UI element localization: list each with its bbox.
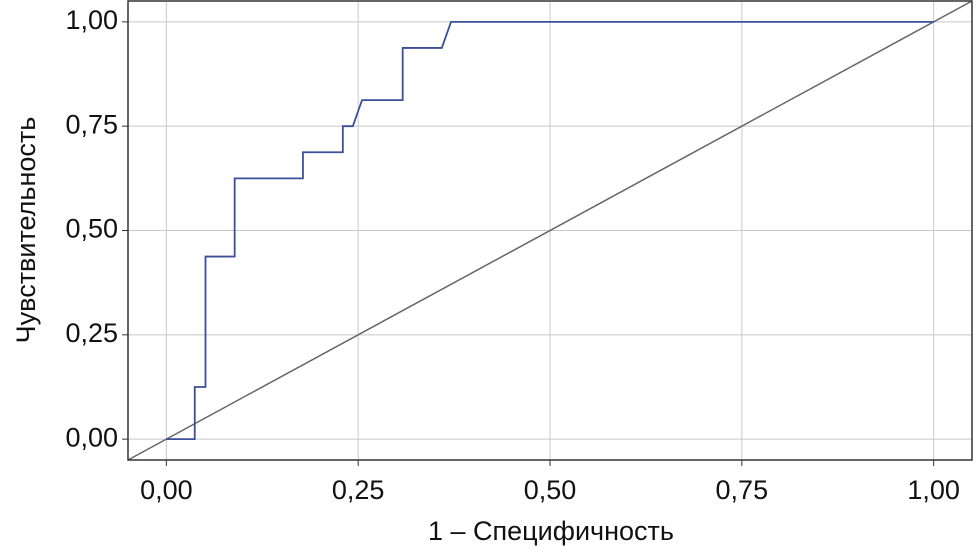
y-axis-label: Чувствительность <box>11 117 41 344</box>
y-tick-label: 0,25 <box>65 318 118 348</box>
y-tick-label: 0,75 <box>65 109 118 139</box>
x-tick-label: 0,75 <box>716 475 769 505</box>
x-tick-label: 1,00 <box>907 475 960 505</box>
y-tick-label: 0,00 <box>65 422 118 452</box>
y-tick-label: 0,50 <box>65 214 118 244</box>
x-tick-label: 0,50 <box>524 475 577 505</box>
roc-curve <box>166 20 934 441</box>
x-axis-label: 1 – Специфичность <box>428 516 674 546</box>
x-tick-label: 0,25 <box>332 475 385 505</box>
reference-diagonal <box>127 0 973 461</box>
plot-frame <box>127 0 973 461</box>
x-tick-label: 0,00 <box>140 475 193 505</box>
y-tick-label: 1,00 <box>65 5 118 35</box>
